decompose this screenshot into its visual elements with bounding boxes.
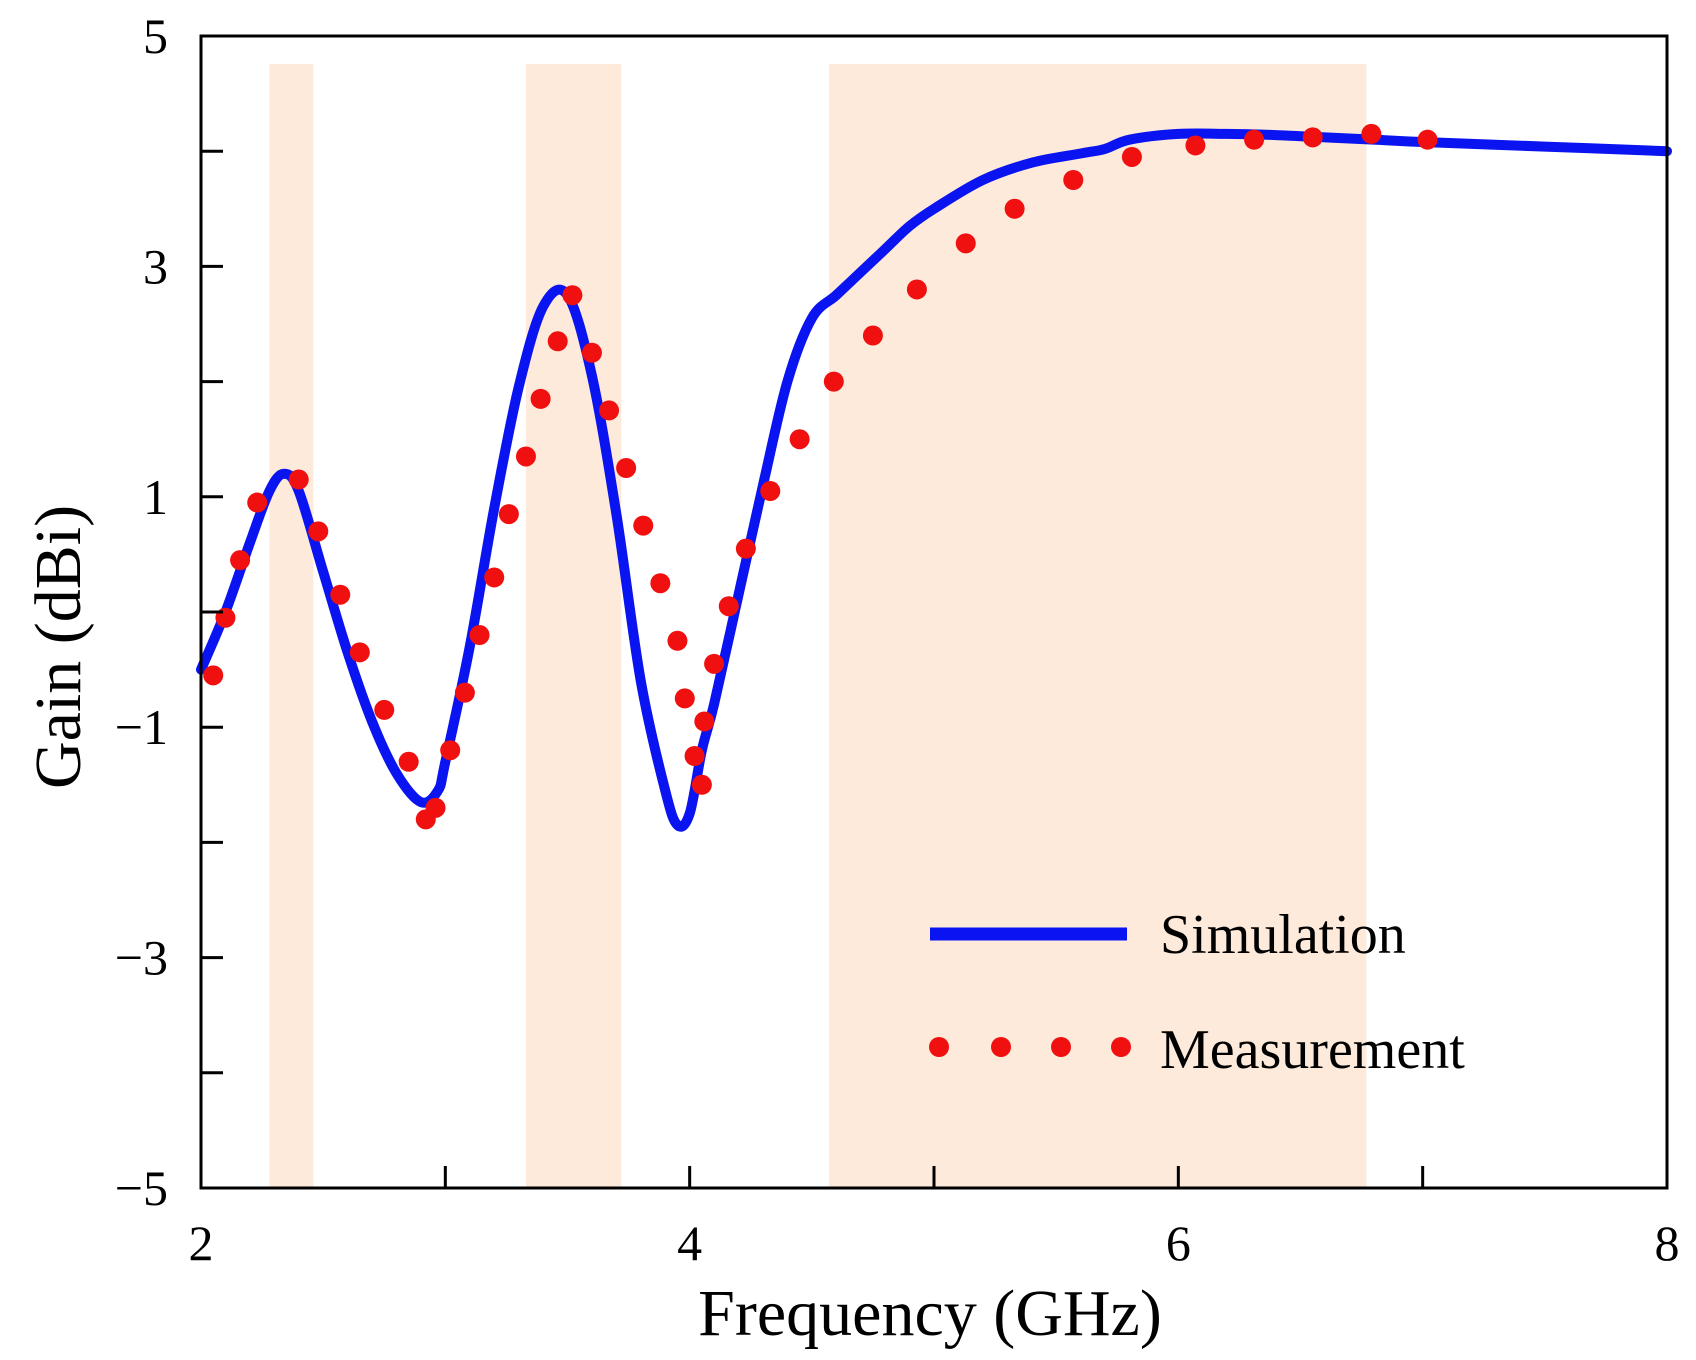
measurement-point: [1361, 123, 1382, 144]
y-tick-label: −3: [115, 930, 168, 986]
measurement-point: [735, 538, 756, 559]
measurement-point: [1302, 127, 1323, 148]
band-2: [525, 64, 622, 1188]
measurement-point: [704, 653, 725, 674]
measurement-point: [691, 774, 712, 795]
y-tick-label: 1: [143, 469, 168, 525]
y-axis-title: Gain (dBi): [22, 505, 95, 789]
measurement-point: [650, 573, 671, 594]
x-tick-label: 8: [1655, 1215, 1680, 1271]
y-tick-label: 3: [143, 238, 168, 294]
band-3: [828, 64, 1367, 1188]
measurement-point: [247, 492, 268, 513]
x-tick-label: 6: [1166, 1215, 1191, 1271]
measurement-point: [862, 325, 883, 346]
measurement-point: [498, 504, 519, 525]
measurement-point: [616, 458, 637, 478]
measurement-point: [1185, 135, 1206, 156]
measurement-point: [718, 596, 739, 617]
measurement-point: [955, 233, 976, 254]
measurement-point: [1004, 198, 1025, 219]
legend-measurement-dot: [929, 1037, 949, 1057]
x-tick-label: 4: [677, 1215, 702, 1271]
y-tick-label: −5: [115, 1160, 168, 1216]
measurement-point: [425, 797, 446, 818]
measurement-point: [398, 751, 419, 772]
measurement-point: [203, 665, 224, 686]
measurement-point: [330, 584, 351, 605]
measurement-point: [349, 642, 370, 663]
measurement-point: [667, 630, 688, 651]
measurement-point: [1417, 129, 1438, 150]
measurement-point: [633, 515, 654, 536]
series-layer: [196, 123, 1672, 832]
x-tick-label: 2: [189, 1215, 214, 1271]
band-1: [269, 64, 314, 1188]
frequency-bands: [269, 64, 1367, 1188]
y-tick-label: −1: [115, 699, 168, 755]
measurement-point: [789, 429, 810, 450]
measurement-point: [547, 331, 568, 352]
measurement-point: [684, 746, 705, 766]
measurement-point: [530, 388, 551, 409]
measurement-point: [308, 521, 329, 542]
measurement-point: [515, 446, 536, 467]
legend-measurement-label: Measurement: [1160, 1019, 1465, 1081]
measurement-point: [906, 279, 927, 300]
legend-measurement-dot: [1051, 1037, 1071, 1057]
measurement-point: [440, 740, 461, 761]
measurement-point: [469, 625, 490, 646]
measurement-point: [562, 285, 583, 306]
measurement-point: [288, 469, 309, 490]
x-axis-title: Frequency (GHz): [698, 1277, 1162, 1350]
axes: [199, 34, 1669, 1190]
legend-measurement-dot: [1111, 1037, 1131, 1057]
legend-simulation-label: Simulation: [1160, 904, 1406, 966]
measurement-point: [599, 400, 620, 421]
measurement-point: [1121, 146, 1142, 167]
measurement-point: [1063, 170, 1084, 190]
simulation-line: [196, 128, 1672, 832]
measurement-point: [823, 371, 844, 392]
legend-measurement-dot: [991, 1037, 1011, 1057]
tick-labels: 2 4 6 8 −5 −3 −1 1 3 5: [115, 8, 1680, 1271]
measurement-point: [760, 481, 781, 502]
measurement-point: [1244, 129, 1265, 150]
y-tick-label: 5: [143, 8, 168, 64]
legend: Simulation Measurement: [929, 904, 1465, 1081]
measurement-point: [454, 682, 475, 703]
measurement-point: [230, 550, 251, 571]
measurement-point: [484, 567, 505, 588]
legend-measurement-swatch: [929, 1037, 1131, 1057]
measurement-point: [581, 342, 602, 363]
measurement-point: [674, 688, 695, 709]
measurement-point: [694, 711, 715, 732]
measurement-point: [374, 699, 395, 720]
